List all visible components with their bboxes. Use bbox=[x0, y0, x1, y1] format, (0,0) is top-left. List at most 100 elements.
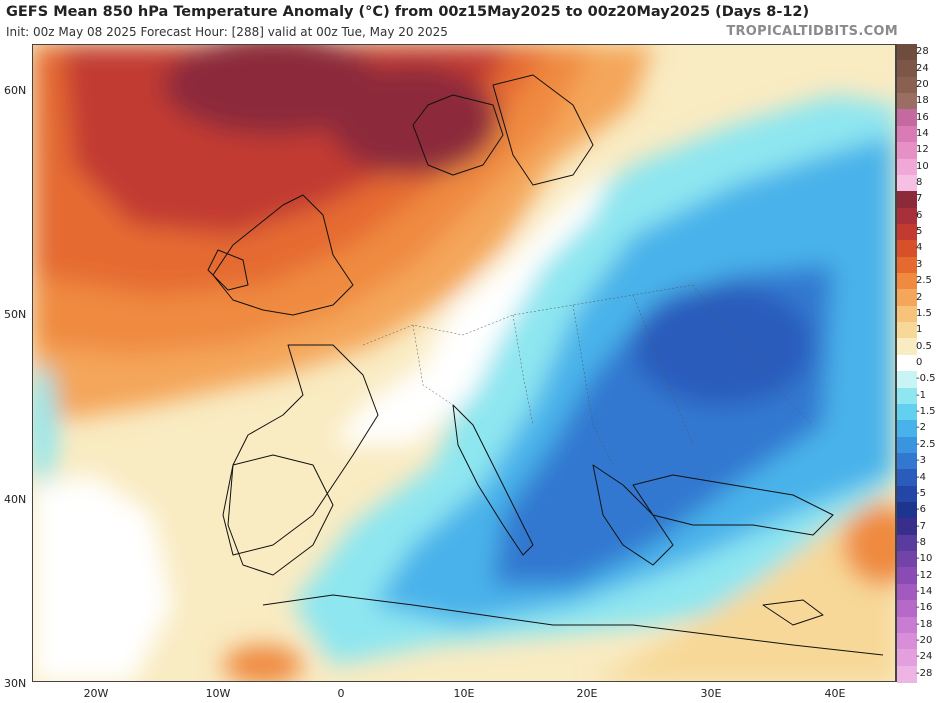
colorbar-label: -2.5 bbox=[916, 438, 936, 450]
colorbar-label: 6 bbox=[916, 209, 923, 221]
colorbar-label: 20 bbox=[916, 78, 929, 90]
colorbar-cell bbox=[897, 403, 917, 421]
colorbar-label: -16 bbox=[916, 602, 933, 614]
colorbar-cell bbox=[897, 322, 917, 340]
colorbar-label: 24 bbox=[916, 62, 929, 74]
lat-label-40n: 40N bbox=[4, 493, 27, 506]
colorbar-label: 1.5 bbox=[916, 307, 932, 319]
colorbar-cell bbox=[897, 518, 917, 536]
colorbar-cell bbox=[897, 371, 917, 389]
lon-label-10w: 10W bbox=[205, 687, 231, 700]
chart-subtitle: Init: 00z May 08 2025 Forecast Hour: [28… bbox=[6, 25, 448, 39]
colorbar-cell bbox=[897, 174, 917, 192]
colorbar-label: 28 bbox=[916, 46, 929, 58]
colorbar-cell bbox=[897, 158, 917, 176]
colorbar-cell bbox=[897, 436, 917, 454]
lat-label-60n: 60N bbox=[4, 84, 27, 97]
colorbar-label: 4 bbox=[916, 242, 923, 254]
colorbar bbox=[896, 44, 917, 683]
colorbar-label: 16 bbox=[916, 111, 929, 123]
colorbar-cell bbox=[897, 502, 917, 520]
colorbar-label: -8 bbox=[916, 536, 926, 548]
colorbar-label: -5 bbox=[916, 487, 926, 499]
colorbar-label: -18 bbox=[916, 618, 933, 630]
colorbar-cell bbox=[897, 632, 917, 650]
colorbar-label: -1.5 bbox=[916, 406, 936, 418]
colorbar-label: 3 bbox=[916, 258, 923, 270]
colorbar-label: 18 bbox=[916, 95, 929, 107]
colorbar-cell bbox=[897, 60, 917, 78]
neutral-band bbox=[333, 165, 613, 445]
colorbar-label: -20 bbox=[916, 635, 933, 647]
colorbar-label: 1 bbox=[916, 324, 923, 336]
lat-label-30n: 30N bbox=[4, 677, 27, 690]
hot-core-east bbox=[328, 65, 498, 175]
colorbar-cell bbox=[897, 125, 917, 143]
colorbar-label: -2 bbox=[916, 422, 926, 434]
colorbar-label: -0.5 bbox=[916, 373, 936, 385]
lat-label-50n: 50N bbox=[4, 308, 27, 321]
colorbar-cell bbox=[897, 305, 917, 323]
colorbar-label: -4 bbox=[916, 471, 926, 483]
colorbar-cell bbox=[897, 551, 917, 569]
colorbar-cell bbox=[897, 534, 917, 552]
hot-core-west bbox=[163, 45, 383, 135]
colorbar-cell bbox=[897, 93, 917, 111]
cold-core bbox=[633, 285, 813, 405]
warm-morocco bbox=[223, 645, 303, 681]
colorbar-label: -12 bbox=[916, 569, 933, 581]
colorbar-label: -28 bbox=[916, 667, 933, 679]
colorbar-cell bbox=[897, 289, 917, 307]
colorbar-label: -3 bbox=[916, 455, 926, 467]
mild-southeast bbox=[596, 486, 895, 681]
colorbar-cell bbox=[897, 256, 917, 274]
colorbar-cell bbox=[897, 207, 917, 225]
colorbar-label: -14 bbox=[916, 586, 933, 598]
colorbar-cell bbox=[897, 420, 917, 438]
colorbar-label: 12 bbox=[916, 144, 929, 156]
colorbar-label: -1 bbox=[916, 389, 926, 401]
colorbar-label: 2.5 bbox=[916, 275, 932, 287]
colorbar-label: 14 bbox=[916, 127, 929, 139]
anomaly-map bbox=[32, 44, 896, 682]
colorbar-cell bbox=[897, 223, 917, 241]
cool-atlantic bbox=[33, 365, 57, 485]
anomaly-field bbox=[33, 45, 895, 681]
colorbar-label: 8 bbox=[916, 177, 923, 189]
colorbar-cell bbox=[897, 452, 917, 470]
colorbar-cell bbox=[897, 600, 917, 618]
colorbar-label: 5 bbox=[916, 226, 923, 238]
lon-label-0: 0 bbox=[337, 687, 345, 700]
colorbar-label: 10 bbox=[916, 160, 929, 172]
colorbar-cell bbox=[897, 44, 917, 61]
colorbar-cell bbox=[897, 240, 917, 258]
colorbar-cell bbox=[897, 354, 917, 372]
lon-label-20w: 20W bbox=[83, 687, 109, 700]
colorbar-cell bbox=[897, 387, 917, 405]
lon-label-10e: 10E bbox=[453, 687, 475, 700]
borders bbox=[362, 284, 814, 466]
warm-southeast bbox=[843, 505, 895, 585]
colorbar-cell bbox=[897, 142, 917, 160]
lon-label-20e: 20E bbox=[576, 687, 598, 700]
colorbar-label: 0 bbox=[916, 357, 923, 368]
colorbar-cell bbox=[897, 665, 917, 683]
colorbar-cell bbox=[897, 76, 917, 94]
lon-label-30e: 30E bbox=[700, 687, 722, 700]
chart-title: GEFS Mean 850 hPa Temperature Anomaly (°… bbox=[6, 4, 810, 20]
colorbar-cell bbox=[897, 338, 917, 356]
colorbar-label: 0.5 bbox=[916, 340, 932, 352]
colorbar-cell bbox=[897, 273, 917, 291]
colorbar-label: -24 bbox=[916, 651, 933, 663]
colorbar-label: -10 bbox=[916, 553, 933, 565]
colorbar-label: 7 bbox=[916, 193, 923, 205]
neutral-atlantic bbox=[33, 475, 173, 681]
colorbar-cell bbox=[897, 191, 917, 209]
colorbar-cell bbox=[897, 109, 917, 127]
source-watermark: TROPICALTIDBITS.COM bbox=[726, 24, 898, 39]
colorbar-cell bbox=[897, 567, 917, 585]
coastlines bbox=[207, 74, 884, 656]
colorbar-label: -6 bbox=[916, 504, 926, 516]
colorbar-label: 2 bbox=[916, 291, 923, 303]
colorbar-label: -7 bbox=[916, 520, 926, 532]
